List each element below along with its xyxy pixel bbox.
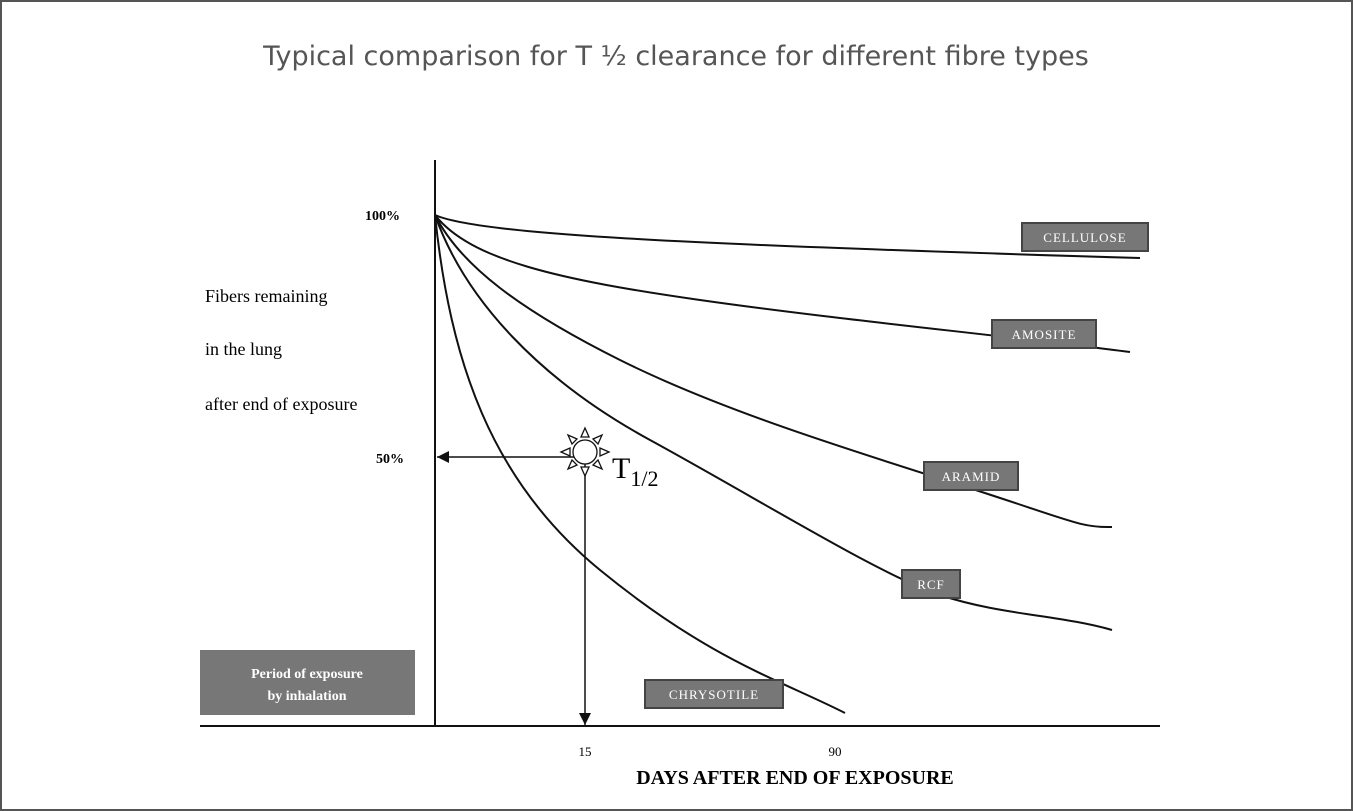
period-text: Period of exposure xyxy=(251,667,363,682)
t-sub: 1/2 xyxy=(630,466,658,491)
period-text: by inhalation xyxy=(268,689,347,704)
y-tick-label: 100% xyxy=(365,209,400,224)
y-axis-label: after end of exposure xyxy=(205,394,357,414)
y-tick-label: 50% xyxy=(376,452,404,467)
curve-label: AMOSITE xyxy=(1012,327,1077,342)
curve-label: CELLULOSE xyxy=(1043,230,1126,245)
label-boxes: CELLULOSE AMOSITE ARAMID RCF CHRYSOTILE … xyxy=(200,222,1149,715)
title: Typical comparison for T ½ clearance for… xyxy=(262,41,1089,72)
y-axis-label: in the lung xyxy=(205,339,282,359)
curve-cellulose xyxy=(434,214,1141,259)
curve-label: ARAMID xyxy=(942,469,1001,484)
y-axis-label: Fibers remaining xyxy=(205,286,327,306)
curve-aramid xyxy=(434,214,1113,529)
curve-chrysotile xyxy=(434,214,846,714)
x-tick-label: 90 xyxy=(829,744,842,759)
sun-icon xyxy=(559,426,611,478)
t-main: T xyxy=(612,452,630,485)
t-half: T1/2 xyxy=(612,452,658,491)
curve-label: CHRYSOTILE xyxy=(669,687,759,702)
x-tick-label: 15 xyxy=(579,744,592,759)
x-axis-label: DAYS AFTER END OF EXPOSURE xyxy=(636,767,953,789)
period-box xyxy=(200,650,415,715)
curve-label: RCF xyxy=(917,577,945,592)
curve-rcf xyxy=(434,214,1113,631)
